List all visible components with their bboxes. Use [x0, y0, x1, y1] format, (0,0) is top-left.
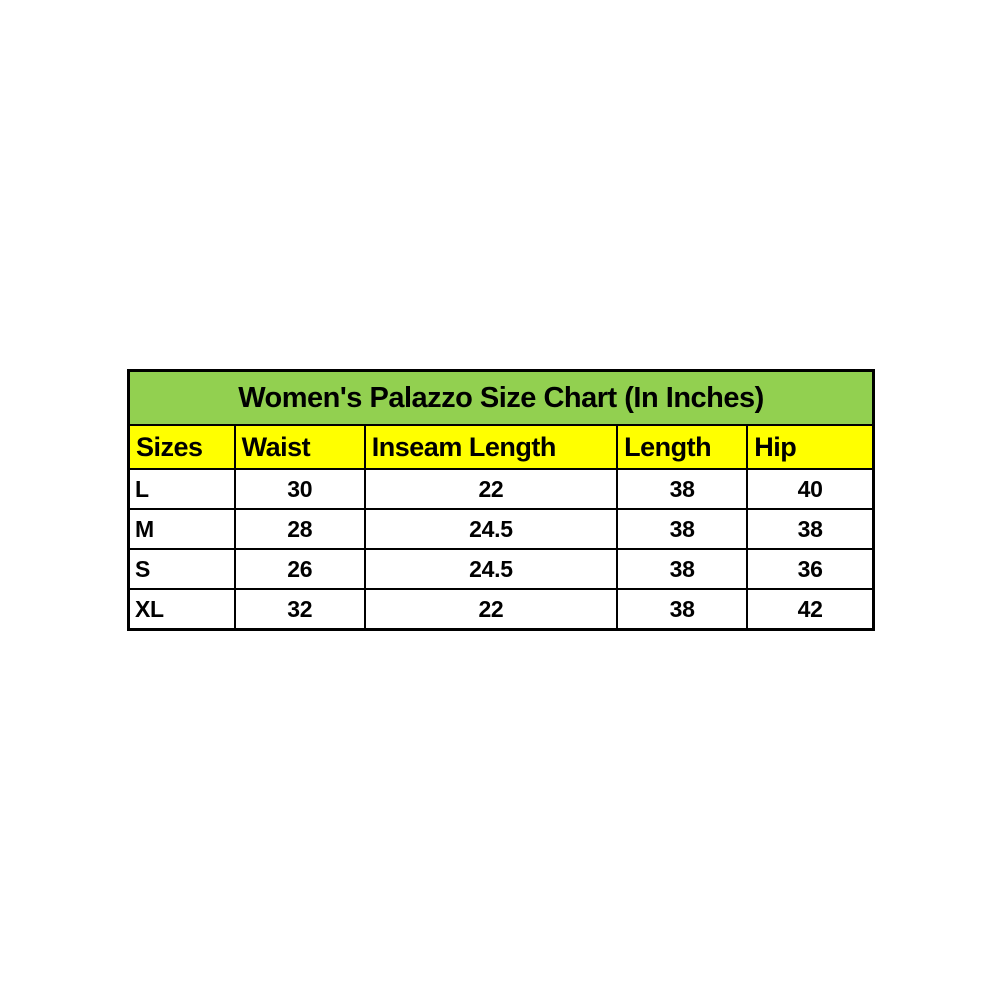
hip-value: 36 — [746, 548, 875, 590]
col-header-inseam-length: Inseam Length — [363, 424, 619, 470]
size-value: L — [127, 468, 236, 510]
column-header-row: Sizes Waist Inseam Length Length Hip — [127, 424, 875, 470]
length-value: 38 — [616, 508, 749, 550]
length-value: 38 — [616, 548, 749, 590]
waist-value: 32 — [233, 588, 366, 631]
waist-value: 28 — [233, 508, 366, 550]
length-value: 38 — [616, 468, 749, 510]
chart-title: Women's Palazzo Size Chart (In Inches) — [127, 369, 875, 426]
size-value: S — [127, 548, 236, 590]
length-value: 38 — [616, 588, 749, 631]
col-header-length: Length — [616, 424, 749, 470]
col-header-hip: Hip — [746, 424, 875, 470]
title-row: Women's Palazzo Size Chart (In Inches) — [127, 369, 875, 426]
inseam-value: 22 — [363, 468, 619, 510]
size-value: XL — [127, 588, 236, 631]
inseam-value: 24.5 — [363, 508, 619, 550]
hip-value: 42 — [746, 588, 875, 631]
waist-value: 30 — [233, 468, 366, 510]
inseam-value: 24.5 — [363, 548, 619, 590]
hip-value: 40 — [746, 468, 875, 510]
size-chart-table: Women's Palazzo Size Chart (In Inches) S… — [127, 369, 875, 631]
inseam-value: 22 — [363, 588, 619, 631]
size-value: M — [127, 508, 236, 550]
waist-value: 26 — [233, 548, 366, 590]
table-row-xl: XL 32 22 38 42 — [127, 588, 875, 631]
col-header-sizes: Sizes — [127, 424, 236, 470]
col-header-waist: Waist — [233, 424, 366, 470]
table-row-l: L 30 22 38 40 — [127, 468, 875, 510]
table-row-m: M 28 24.5 38 38 — [127, 508, 875, 550]
hip-value: 38 — [746, 508, 875, 550]
table-row-s: S 26 24.5 38 36 — [127, 548, 875, 590]
